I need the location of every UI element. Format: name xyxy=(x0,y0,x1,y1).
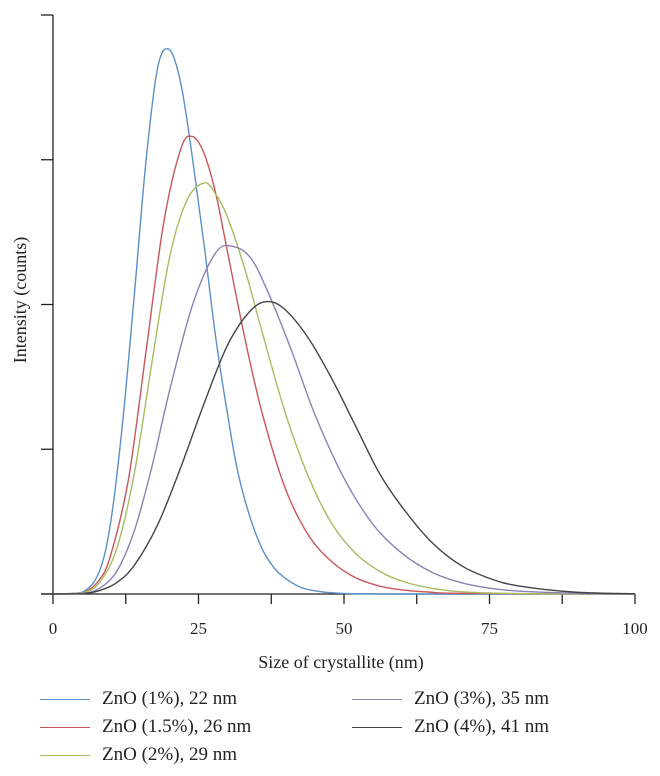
series-line-0 xyxy=(52,47,635,595)
series-line-3 xyxy=(52,244,636,595)
tick-labels: 0 25 50 75 100 xyxy=(49,619,648,638)
legend-item-4: ZnO (4%), 41 nm xyxy=(352,714,549,740)
y-axis-title: Intensity (counts) xyxy=(10,237,31,363)
legend-item-2: ZnO (2%), 29 nm xyxy=(40,742,237,768)
legend-label-1: ZnO (1.5%), 26 nm xyxy=(102,716,252,737)
legend-label-3: ZnO (3%), 35 nm xyxy=(414,688,550,709)
x-tick-label-1: 25 xyxy=(190,619,207,638)
x-tick-label-0: 0 xyxy=(49,619,58,638)
x-tick-label-2: 50 xyxy=(336,619,353,638)
legend-swatch-3 xyxy=(352,698,402,700)
axes xyxy=(41,14,636,604)
series-line-1 xyxy=(52,135,636,595)
series-line-2 xyxy=(52,182,636,595)
legend-label-4: ZnO (4%), 41 nm xyxy=(414,716,550,737)
series-layer xyxy=(52,47,636,595)
series-line-4 xyxy=(52,300,636,595)
legend-swatch-2 xyxy=(40,754,90,756)
legend-swatch-0 xyxy=(40,698,90,700)
legend-label-2: ZnO (2%), 29 nm xyxy=(102,744,238,765)
legend-item-3: ZnO (3%), 35 nm xyxy=(352,686,549,712)
chart: 0 25 50 75 100 Size of crystallite (nm) Inte… xyxy=(10,14,648,673)
legend-swatch-4 xyxy=(352,726,402,728)
x-tick-label-3: 75 xyxy=(481,619,498,638)
legend-item-0: ZnO (1%), 22 nm xyxy=(40,686,237,712)
legend: ZnO (1%), 22 nm ZnO (1.5%), 26 nm ZnO (2%)… xyxy=(40,686,640,772)
legend-label-0: ZnO (1%), 22 nm xyxy=(102,688,238,709)
x-tick-label-4: 100 xyxy=(622,619,648,638)
x-axis-title: Size of crystallite (nm) xyxy=(258,652,423,673)
legend-item-1: ZnO (1.5%), 26 nm xyxy=(40,714,251,740)
legend-swatch-1 xyxy=(40,726,90,728)
